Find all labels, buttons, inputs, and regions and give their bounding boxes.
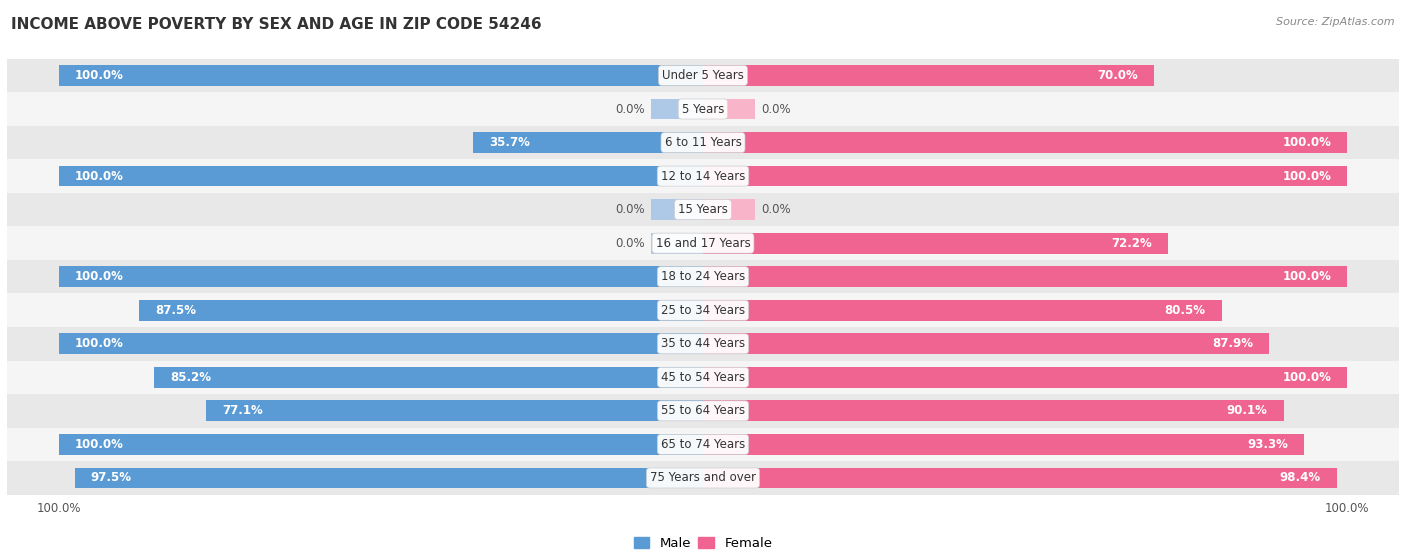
Text: 70.0%: 70.0% [1097, 69, 1137, 82]
Text: 65 to 74 Years: 65 to 74 Years [661, 438, 745, 451]
Text: 100.0%: 100.0% [75, 337, 124, 350]
Bar [703, 434, 1305, 455]
Bar [7, 428, 1399, 461]
Text: 15 Years: 15 Years [678, 203, 728, 216]
Bar [703, 400, 1284, 421]
Text: 75 Years and over: 75 Years and over [650, 471, 756, 485]
Bar [651, 233, 703, 254]
Text: 97.5%: 97.5% [91, 471, 132, 485]
Bar [703, 165, 1347, 187]
Bar [7, 159, 1399, 193]
Text: 25 to 34 Years: 25 to 34 Years [661, 304, 745, 317]
Legend: Male, Female: Male, Female [628, 532, 778, 555]
Bar [472, 132, 703, 153]
Text: 0.0%: 0.0% [616, 203, 645, 216]
Text: 100.0%: 100.0% [1282, 136, 1331, 149]
Text: 77.1%: 77.1% [222, 404, 263, 418]
Text: 18 to 24 Years: 18 to 24 Years [661, 270, 745, 283]
Text: 0.0%: 0.0% [616, 102, 645, 116]
Bar [7, 126, 1399, 159]
Text: 35 to 44 Years: 35 to 44 Years [661, 337, 745, 350]
Text: 100.0%: 100.0% [75, 69, 124, 82]
Bar [7, 327, 1399, 361]
Bar [59, 165, 703, 187]
Bar [703, 367, 1347, 388]
Text: Under 5 Years: Under 5 Years [662, 69, 744, 82]
Text: Source: ZipAtlas.com: Source: ZipAtlas.com [1277, 17, 1395, 27]
Bar [703, 98, 755, 120]
Text: 45 to 54 Years: 45 to 54 Years [661, 371, 745, 384]
Text: 90.1%: 90.1% [1226, 404, 1268, 418]
Bar [7, 293, 1399, 327]
Bar [59, 65, 703, 86]
Bar [651, 199, 703, 220]
Text: 100.0%: 100.0% [37, 502, 80, 515]
Bar [703, 300, 1222, 321]
Bar [703, 266, 1347, 287]
Text: 87.9%: 87.9% [1212, 337, 1253, 350]
Text: 98.4%: 98.4% [1279, 471, 1322, 485]
Text: 100.0%: 100.0% [1282, 270, 1331, 283]
Bar [703, 233, 1168, 254]
Bar [7, 361, 1399, 394]
Bar [703, 467, 1337, 489]
Bar [59, 333, 703, 354]
Bar [155, 367, 703, 388]
Bar [7, 260, 1399, 293]
Bar [139, 300, 703, 321]
Text: INCOME ABOVE POVERTY BY SEX AND AGE IN ZIP CODE 54246: INCOME ABOVE POVERTY BY SEX AND AGE IN Z… [11, 17, 541, 32]
Text: 72.2%: 72.2% [1111, 236, 1152, 250]
Text: 16 and 17 Years: 16 and 17 Years [655, 236, 751, 250]
Bar [7, 193, 1399, 226]
Text: 5 Years: 5 Years [682, 102, 724, 116]
Text: 93.3%: 93.3% [1247, 438, 1288, 451]
Bar [651, 98, 703, 120]
Text: 35.7%: 35.7% [489, 136, 530, 149]
Bar [207, 400, 703, 421]
Bar [703, 65, 1154, 86]
Text: 100.0%: 100.0% [1326, 502, 1369, 515]
Text: 85.2%: 85.2% [170, 371, 211, 384]
Bar [7, 92, 1399, 126]
Bar [703, 199, 755, 220]
Bar [7, 59, 1399, 92]
Text: 6 to 11 Years: 6 to 11 Years [665, 136, 741, 149]
Bar [703, 132, 1347, 153]
Bar [7, 226, 1399, 260]
Text: 100.0%: 100.0% [1282, 371, 1331, 384]
Text: 100.0%: 100.0% [75, 169, 124, 183]
Text: 12 to 14 Years: 12 to 14 Years [661, 169, 745, 183]
Bar [7, 461, 1399, 495]
Text: 0.0%: 0.0% [616, 236, 645, 250]
Bar [7, 394, 1399, 428]
Text: 0.0%: 0.0% [761, 203, 790, 216]
Bar [59, 434, 703, 455]
Text: 100.0%: 100.0% [75, 270, 124, 283]
Bar [59, 266, 703, 287]
Text: 55 to 64 Years: 55 to 64 Years [661, 404, 745, 418]
Bar [703, 333, 1270, 354]
Text: 80.5%: 80.5% [1164, 304, 1206, 317]
Bar [75, 467, 703, 489]
Text: 87.5%: 87.5% [155, 304, 197, 317]
Text: 0.0%: 0.0% [761, 102, 790, 116]
Text: 100.0%: 100.0% [1282, 169, 1331, 183]
Text: 100.0%: 100.0% [75, 438, 124, 451]
